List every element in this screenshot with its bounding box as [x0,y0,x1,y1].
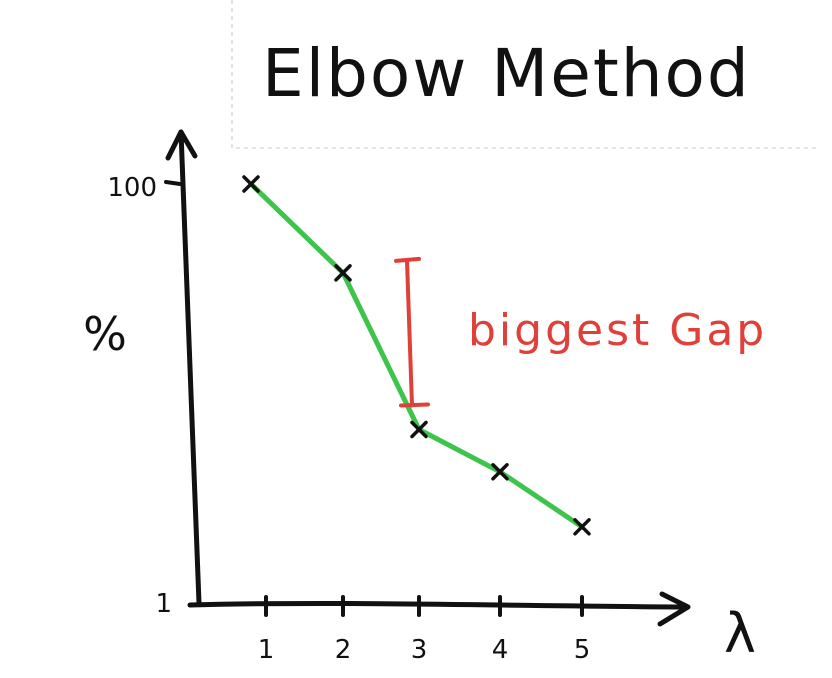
y-axis [181,132,199,603]
y-tick-mark-100 [166,182,180,184]
y-tick-label-1: 1 [155,589,172,619]
x-axis-label: λ [724,602,756,665]
chart-title: Elbow Method [262,35,751,112]
data-point-1 [244,177,258,191]
annotation-label: biggest Gap [468,305,767,356]
x-tick-label-1: 1 [258,635,275,665]
x-tick-label-4: 4 [492,635,509,665]
data-point-5 [575,520,589,534]
x-tick-label-5: 5 [574,635,591,665]
x-tick-label-2: 2 [335,635,352,665]
y-tick-label-100: 100 [107,173,157,203]
gap-bracket [396,259,428,406]
x-tick-label-3: 3 [411,635,428,665]
y-axis-label: % [83,307,127,361]
